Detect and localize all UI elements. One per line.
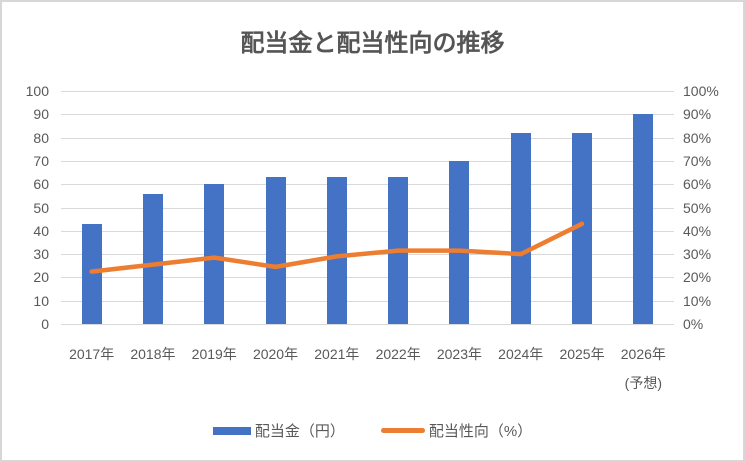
right-axis-tick: 0% [683, 316, 704, 332]
left-axis-tick: 70 [33, 152, 49, 169]
bar [510, 132, 531, 324]
x-axis-label: 2022年 [375, 346, 421, 362]
x-axis-label: 2019年 [191, 346, 237, 362]
x-axis-note: (予想) [624, 375, 662, 391]
right-axis-tick: 40% [683, 222, 712, 239]
right-axis-tick: 90% [683, 106, 712, 123]
legend-swatch-bar [212, 426, 251, 435]
bar [326, 177, 347, 324]
payout-ratio-line [89, 221, 585, 274]
x-axis-label: 2018年 [130, 346, 176, 362]
left-axis-tick: 90 [33, 106, 49, 123]
right-axis-tick: 50% [683, 199, 712, 216]
bar [81, 223, 102, 324]
gridline [61, 184, 674, 186]
left-axis-tick: 20 [33, 269, 49, 286]
left-axis-tick: 30 [33, 246, 49, 263]
bar [449, 160, 470, 324]
gridline [61, 324, 674, 325]
x-axis-label: 2020年 [252, 346, 299, 362]
x-axis-label: 2026年 [620, 346, 666, 362]
plot-area [61, 91, 674, 325]
right-axis-tick: 100% [683, 83, 719, 99]
gridline [61, 230, 674, 232]
x-axis-label: 2025年 [559, 346, 605, 362]
bar [142, 193, 163, 324]
gridline [61, 114, 674, 116]
gridline [61, 300, 674, 302]
right-axis-tick: 70% [683, 152, 712, 169]
left-axis-tick: 40 [33, 222, 49, 239]
x-axis-label: 2023年 [436, 346, 483, 362]
left-axis-tick: 60 [33, 176, 49, 193]
legend-item-payout: 配当性向（%） [380, 420, 533, 441]
gridline [61, 137, 674, 139]
legend-item-dividend: 配当金（円） [212, 420, 345, 441]
x-axis-label: 2021年 [314, 346, 360, 362]
right-axis-tick: 10% [683, 292, 712, 309]
bar [633, 114, 654, 324]
left-axis-tick: 80 [33, 129, 49, 146]
legend-swatch-line [380, 428, 425, 433]
left-axis-tick: 50 [33, 199, 49, 216]
bar [265, 177, 286, 324]
x-axis-label: 2024年 [498, 346, 544, 362]
legend-label-payout: 配当性向（%） [428, 423, 533, 440]
gridline [61, 160, 674, 162]
legend-label-dividend: 配当金（円） [254, 423, 345, 440]
x-axis-label: 2017年 [69, 346, 115, 362]
gridline [61, 277, 674, 279]
left-axis-tick: 0 [41, 316, 49, 332]
bar [204, 184, 225, 324]
gridline [61, 207, 674, 209]
right-axis-tick: 30% [683, 246, 712, 263]
gridline [61, 91, 674, 92]
right-axis-tick: 60% [683, 176, 712, 193]
left-axis-tick: 100 [25, 83, 49, 99]
right-axis-tick: 20% [683, 269, 712, 286]
legend: 配当金（円） 配当性向（%） [2, 420, 743, 441]
bar [572, 132, 593, 324]
right-axis-tick: 80% [683, 129, 712, 146]
chart-title: 配当金と配当性向の推移 [240, 30, 505, 57]
left-axis-tick: 10 [33, 292, 49, 309]
